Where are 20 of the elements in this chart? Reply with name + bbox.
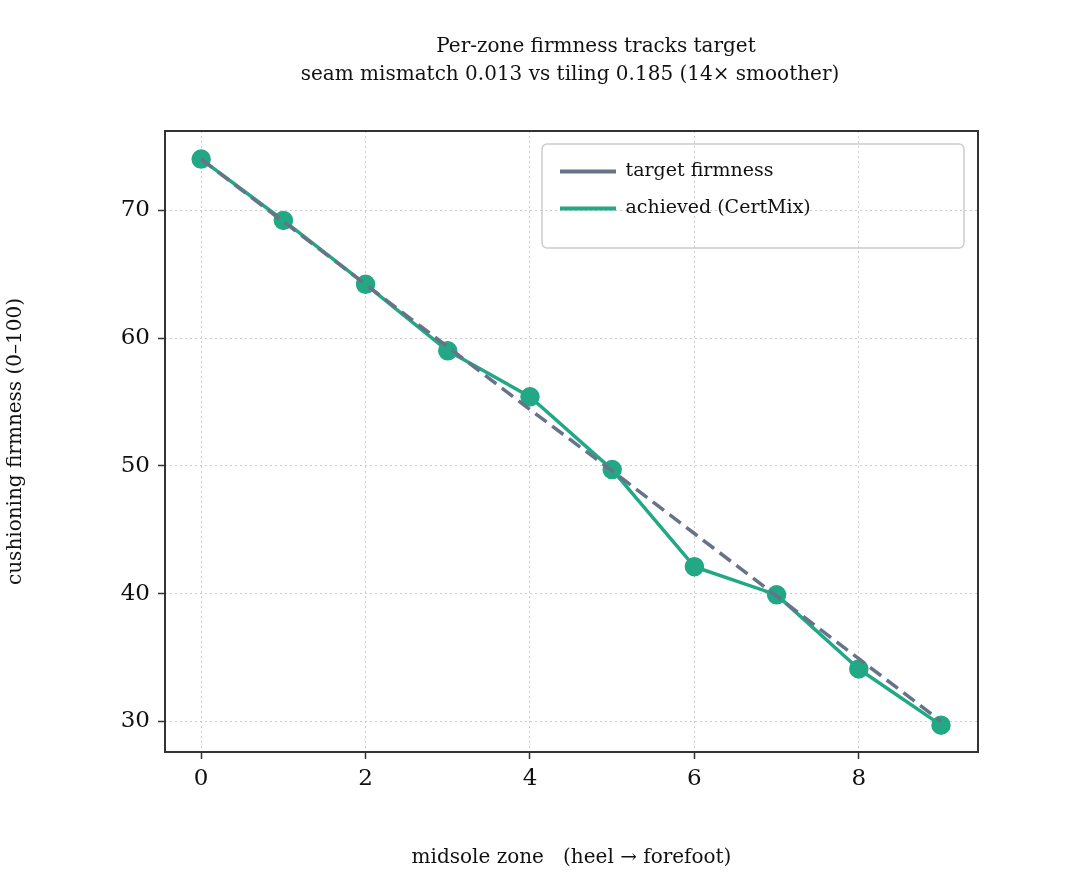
y-tick-label: 60 [120,322,150,349]
chart-title: Per-zone firmness tracks target [436,33,756,57]
x-axis-title: midsole zone (heel → forefoot) [411,844,732,869]
x-tick-label: 4 [522,763,538,790]
x-tick-label: 6 [687,763,702,790]
y-axis-title: cushioning firmness (0–100) [2,298,27,585]
x-tick-label: 8 [851,763,867,790]
y-tick-label: 40 [120,578,150,605]
y-tick-label: 70 [120,195,150,222]
point [684,556,705,577]
point [931,715,951,735]
legend-label: target firmness [625,158,774,181]
legend-label: achieved (CertMix) [625,195,811,218]
point [520,387,540,407]
x-tick-label: 0 [193,763,209,790]
y-tick-label: 30 [120,706,150,733]
x-tick-label: 2 [358,763,373,790]
point [849,659,869,679]
chart-subtitle: seam mismatch 0.013 vs tiling 0.185 (14× smoother) [300,61,840,85]
y-tick-label: 50 [120,450,150,477]
